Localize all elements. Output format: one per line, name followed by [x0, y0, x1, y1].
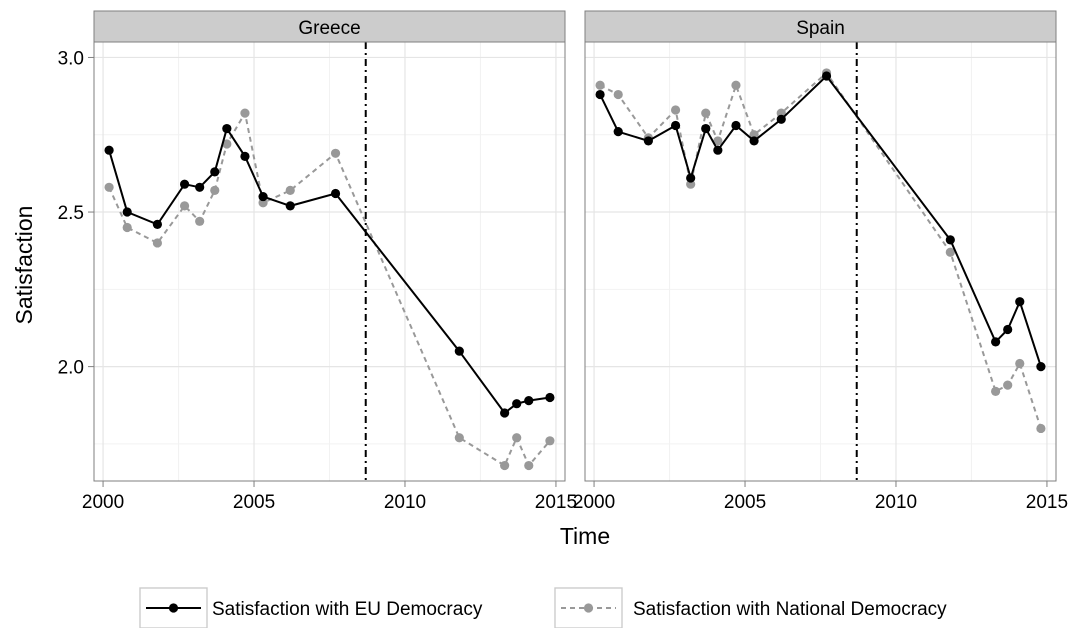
data-point	[991, 386, 1001, 396]
x-axis-title: Time	[560, 523, 610, 549]
y-tick-label: 2.5	[58, 203, 84, 224]
data-point	[1015, 297, 1025, 307]
data-point	[222, 139, 232, 149]
data-point	[686, 173, 696, 183]
data-point	[179, 179, 190, 189]
data-point	[500, 460, 510, 471]
data-point	[122, 222, 132, 233]
data-point	[545, 436, 555, 446]
facet-strip	[93, 10, 566, 43]
x-tick-label: 2015	[1026, 492, 1068, 513]
data-point	[104, 145, 114, 155]
legend-label: Satisfaction with National Democracy	[633, 599, 947, 620]
data-point	[512, 399, 522, 409]
data-point	[122, 207, 132, 217]
facet-strip	[584, 10, 1057, 43]
data-point	[179, 201, 190, 211]
data-point	[1003, 324, 1013, 335]
data-point	[776, 114, 786, 124]
series-eu-democracy	[595, 71, 1046, 372]
data-point	[991, 337, 1001, 347]
facet-title: Spain	[796, 18, 845, 39]
facets: Greece 2000 2005 2010 2015 Spain 2000 2005 2010 2…	[82, 10, 1068, 513]
data-point	[240, 108, 250, 118]
data-point	[821, 71, 832, 81]
y-tick-label: 2.0	[58, 358, 84, 379]
panel-greece: Greece 2000 2005 2010 2015	[82, 10, 577, 513]
data-point	[330, 148, 341, 158]
data-point	[258, 191, 268, 202]
series-line	[108, 110, 551, 468]
data-point	[195, 182, 205, 192]
legend-item-eu-democracy: Satisfaction with EU Democracy	[139, 587, 483, 628]
data-point	[1015, 358, 1025, 369]
data-point	[945, 235, 955, 245]
data-point	[701, 108, 711, 118]
data-point	[195, 216, 205, 226]
x-tick-label: 2015	[535, 492, 577, 513]
series-eu-democracy	[104, 123, 555, 418]
data-point	[595, 80, 605, 90]
data-point	[500, 408, 510, 418]
y-axis: 2.0 2.5 3.0	[58, 48, 94, 379]
data-point	[210, 185, 220, 195]
data-point	[152, 238, 163, 248]
data-point	[454, 346, 464, 356]
data-point	[731, 120, 741, 131]
data-point	[330, 188, 341, 199]
series-line	[108, 126, 551, 415]
panel-border	[584, 41, 1057, 482]
data-point	[945, 247, 955, 257]
data-point	[285, 185, 295, 195]
legend-point	[168, 603, 179, 613]
data-point	[1036, 423, 1046, 434]
data-point	[210, 167, 220, 177]
data-point	[512, 433, 522, 443]
data-point	[713, 136, 723, 146]
facet-title: Greece	[298, 18, 360, 39]
legend-label: Satisfaction with EU Democracy	[212, 599, 483, 620]
data-point	[643, 136, 654, 146]
data-point	[670, 105, 681, 115]
x-tick-label: 2005	[233, 492, 275, 513]
legend-point	[583, 603, 594, 613]
y-tick-label: 3.0	[58, 48, 84, 69]
x-tick-label: 2010	[875, 492, 917, 513]
data-point	[713, 145, 723, 155]
panel-border	[93, 41, 566, 482]
data-point	[222, 123, 232, 134]
data-point	[524, 460, 534, 471]
series-line	[599, 74, 1042, 367]
y-axis-title: Satisfaction	[11, 206, 37, 325]
data-point	[670, 120, 681, 131]
x-tick-label: 2000	[82, 492, 124, 513]
x-tick-label: 2010	[384, 492, 426, 513]
data-point	[749, 136, 759, 146]
data-point	[701, 123, 711, 134]
data-point	[1003, 380, 1013, 390]
panel-spain: Spain 2000 2005 2010 2015	[573, 10, 1068, 513]
data-point	[613, 127, 623, 137]
data-point	[454, 433, 464, 443]
data-point	[285, 201, 295, 211]
legend: Satisfaction with EU Democracy Satisfacti…	[139, 587, 947, 628]
data-point	[1036, 362, 1046, 372]
data-point	[595, 89, 605, 100]
data-point	[613, 89, 623, 100]
data-point	[731, 80, 741, 90]
data-point	[104, 182, 114, 192]
x-tick-label: 2005	[724, 492, 766, 513]
data-point	[545, 392, 555, 403]
data-point	[524, 396, 534, 406]
series-line	[599, 71, 1042, 429]
series-national-democracy	[104, 108, 555, 471]
data-point	[240, 151, 250, 161]
legend-item-national-democracy: Satisfaction with National Democracy	[554, 587, 947, 628]
data-point	[152, 219, 163, 230]
x-tick-label: 2000	[573, 492, 615, 513]
